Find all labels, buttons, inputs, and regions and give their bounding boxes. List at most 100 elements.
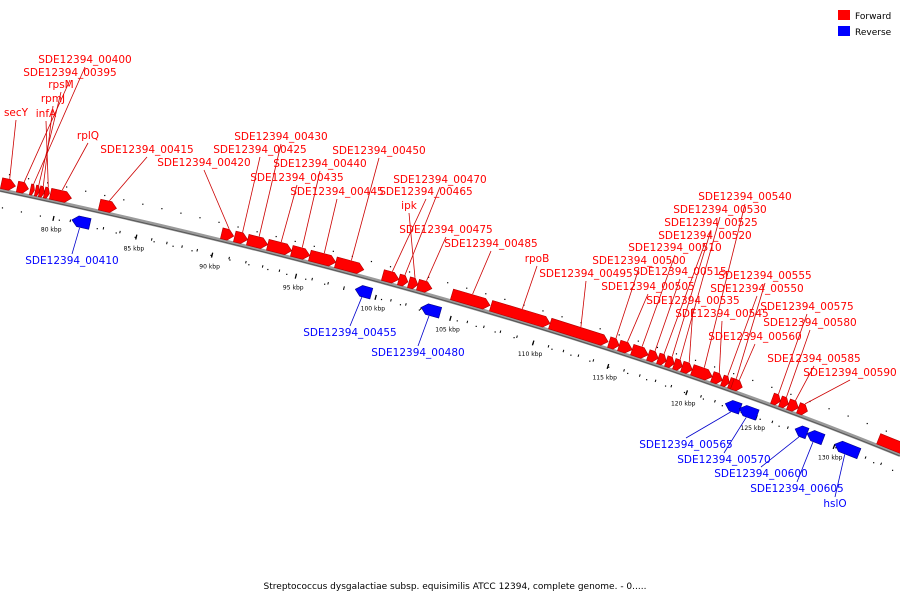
gene-label-sde12394-00440: SDE12394_00440 <box>273 158 366 170</box>
leader-sde12394-00455 <box>349 297 363 327</box>
scale-minor-tick <box>405 303 407 306</box>
gene-rpmj <box>37 185 45 198</box>
leader-sde12394-00420 <box>203 169 230 230</box>
scale-tick-label: 105 kbp <box>435 326 460 333</box>
strand-dot <box>58 219 60 221</box>
leader-secy <box>9 119 17 179</box>
gene-rplq <box>48 187 72 203</box>
leader-sde12394-00515 <box>654 278 681 352</box>
gene-label-sde12394-00480: SDE12394_00480 <box>371 347 464 359</box>
scale-minor-tick <box>547 345 550 348</box>
scale-tick-label: 100 kbp <box>361 306 386 313</box>
leader-sde12394-00485 <box>472 250 492 295</box>
strand-dot <box>475 325 477 327</box>
scale-tick-label: 80 kbp <box>41 227 62 234</box>
leader-sde12394-00445 <box>323 198 338 254</box>
scale-tick-label: 95 kbp <box>283 284 304 291</box>
gene-label-sde12394-00495: SDE12394_00495 <box>539 268 632 280</box>
gene-sde12394-00410 <box>71 215 92 230</box>
leader-sde12394-00470 <box>404 186 441 276</box>
scale-minor-tick <box>102 226 105 230</box>
strand-dot <box>20 211 23 213</box>
strand-dot <box>248 264 250 266</box>
scale-tick-label: 115 kbp <box>592 374 617 381</box>
leader-sde12394-00560 <box>739 343 756 381</box>
strand-dot <box>618 334 620 336</box>
leader-sde12394-00550 <box>727 295 758 376</box>
strand-dot <box>324 283 326 285</box>
gene-rpob <box>489 300 551 328</box>
leader-sde12394-00535 <box>688 307 694 363</box>
gene-label-sde12394-00605: SDE12394_00605 <box>750 483 843 495</box>
genome-backbone <box>0 188 900 457</box>
scale-minor-tick <box>880 462 883 466</box>
strand-dot <box>713 366 716 368</box>
legend-forward-swatch <box>838 10 850 20</box>
gene-sde12394-00485 <box>450 288 491 310</box>
leader-sde12394-00545 <box>718 320 723 373</box>
strand-dot <box>675 353 678 355</box>
gene-label-sde12394-00470: SDE12394_00470 <box>393 174 486 186</box>
gene-label-rpsm: rpsM <box>48 79 74 91</box>
gene-label-sde12394-00555: SDE12394_00555 <box>718 270 811 282</box>
scale-tick-label: 110 kbp <box>518 351 543 358</box>
gene-label-sde12394-00465: SDE12394_00465 <box>379 186 472 198</box>
gene-sde12394-00495 <box>548 317 609 346</box>
leader-sde12394-00480 <box>417 315 430 347</box>
gene-label-sde12394-00515: SDE12394_00515 <box>633 266 726 278</box>
gene-sde12394-00465 <box>381 269 400 284</box>
leader-hslo <box>834 454 846 498</box>
scale-minor-tick <box>577 354 580 358</box>
scale-minor-tick <box>166 241 168 245</box>
gene-sde12394-00400 <box>28 183 35 196</box>
gene-sde12394-00560 <box>730 378 743 392</box>
strand-dot <box>466 287 468 289</box>
scale-minor-tick <box>390 298 392 302</box>
scale-tick-label: 90 kbp <box>199 263 220 270</box>
strand-dot <box>694 359 697 361</box>
gene-label-sde12394-00540: SDE12394_00540 <box>698 191 791 203</box>
strand-dot <box>828 408 830 410</box>
strand-dot <box>256 231 258 233</box>
leader-sde12394-00580 <box>786 329 811 398</box>
strand-dot <box>332 250 334 252</box>
strand-dot <box>608 366 610 368</box>
gene-hslo <box>834 440 862 460</box>
gene-sde12394-00565 <box>724 400 743 415</box>
strand-dot <box>504 298 506 300</box>
gene-label-sde12394-00410: SDE12394_00410 <box>25 255 118 267</box>
scale-tick <box>52 215 55 221</box>
leader-sde12394-00605 <box>796 442 814 483</box>
leader-sde12394-00440 <box>301 170 321 248</box>
leader-sde12394-00450 <box>351 157 380 261</box>
gene-sde12394-00420 <box>220 227 235 241</box>
scale-minor-tick <box>261 265 264 268</box>
strand-dot <box>752 379 754 382</box>
strand-dot <box>542 310 544 312</box>
scale-tick-label: 130 kbp <box>818 454 843 461</box>
gene-features <box>0 177 900 460</box>
gene-label-sde12394-00575: SDE12394_00575 <box>760 301 853 313</box>
strand-dot <box>237 226 239 228</box>
strand-dot <box>494 331 496 333</box>
gene-label-ipk: ipk <box>401 200 418 212</box>
strand-dot <box>1 207 4 209</box>
leader-sde12394-00575 <box>778 313 808 395</box>
gene-sde12394-00440 <box>290 245 311 260</box>
strand-dot <box>835 447 837 449</box>
gene-label-secy: secY <box>4 107 29 119</box>
strand-dot <box>790 393 792 395</box>
gene-sde12394-00585 <box>786 398 799 412</box>
gene-sde12394-00530 <box>672 358 683 371</box>
gene-label-sde12394-00400: SDE12394_00400 <box>38 54 131 66</box>
strand-dot <box>191 250 193 252</box>
scale-minor-tick <box>181 245 183 248</box>
gene-label-infa: infA <box>36 108 57 120</box>
gene-sde12394-00435 <box>266 239 293 256</box>
gene-label-rpob: rpoB <box>525 253 550 265</box>
leader-sde12394-00435 <box>280 184 298 243</box>
scale-tick <box>606 363 610 370</box>
gene-label-sde12394-00415: SDE12394_00415 <box>100 144 193 156</box>
gene-label-sde12394-00525: SDE12394_00525 <box>664 217 757 229</box>
